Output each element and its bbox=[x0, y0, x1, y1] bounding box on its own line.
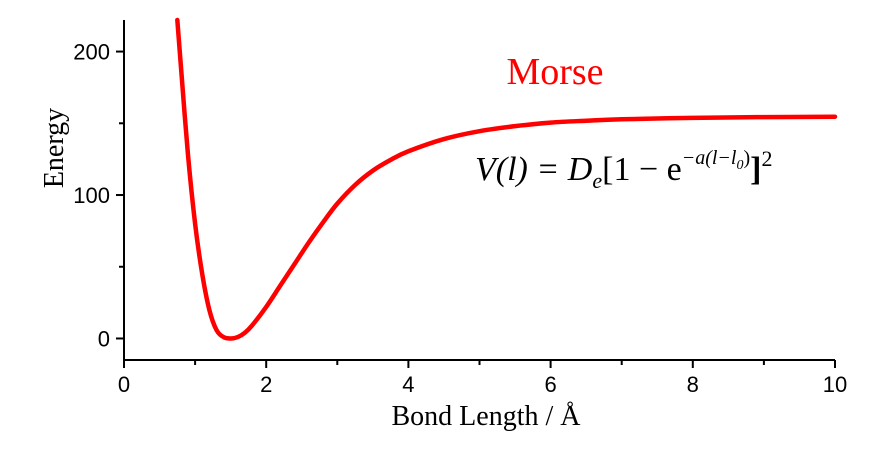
equation-power: 2 bbox=[761, 146, 772, 171]
equation-lhs-subscript: e bbox=[592, 168, 602, 193]
equation-bracket-open: [1 − e bbox=[602, 151, 682, 188]
y-axis-title: Energy bbox=[39, 108, 70, 188]
equation-exponent-close: ) bbox=[743, 147, 750, 169]
y-tick-label-200: 200 bbox=[73, 40, 110, 65]
morse-equation: V(l) = De[1 − e−a(l−l0)]2 bbox=[475, 146, 772, 193]
series bbox=[175, 17, 838, 341]
x-tick-label-10: 10 bbox=[823, 372, 847, 397]
x-axis-title: Bond Length / Å bbox=[392, 401, 582, 432]
x-tick-label-2: 2 bbox=[260, 372, 272, 397]
x-tick-label-8: 8 bbox=[687, 372, 699, 397]
equation-exponent: −a(l−l bbox=[682, 147, 737, 169]
y-tick-label-100: 100 bbox=[73, 183, 110, 208]
y-tick-label-0: 0 bbox=[98, 326, 110, 351]
chart-title: Morse bbox=[506, 51, 603, 93]
x-tick-label-4: 4 bbox=[402, 372, 414, 397]
series-line-0 bbox=[175, 17, 838, 341]
axes bbox=[123, 20, 835, 361]
equation-exponent-subscript: 0 bbox=[736, 158, 743, 173]
x-tick-label-0: 0 bbox=[118, 372, 130, 397]
equation-bracket-close: ] bbox=[750, 151, 761, 188]
equation-lhs: V(l) = D bbox=[475, 151, 593, 188]
x-tick-label-6: 6 bbox=[544, 372, 556, 397]
